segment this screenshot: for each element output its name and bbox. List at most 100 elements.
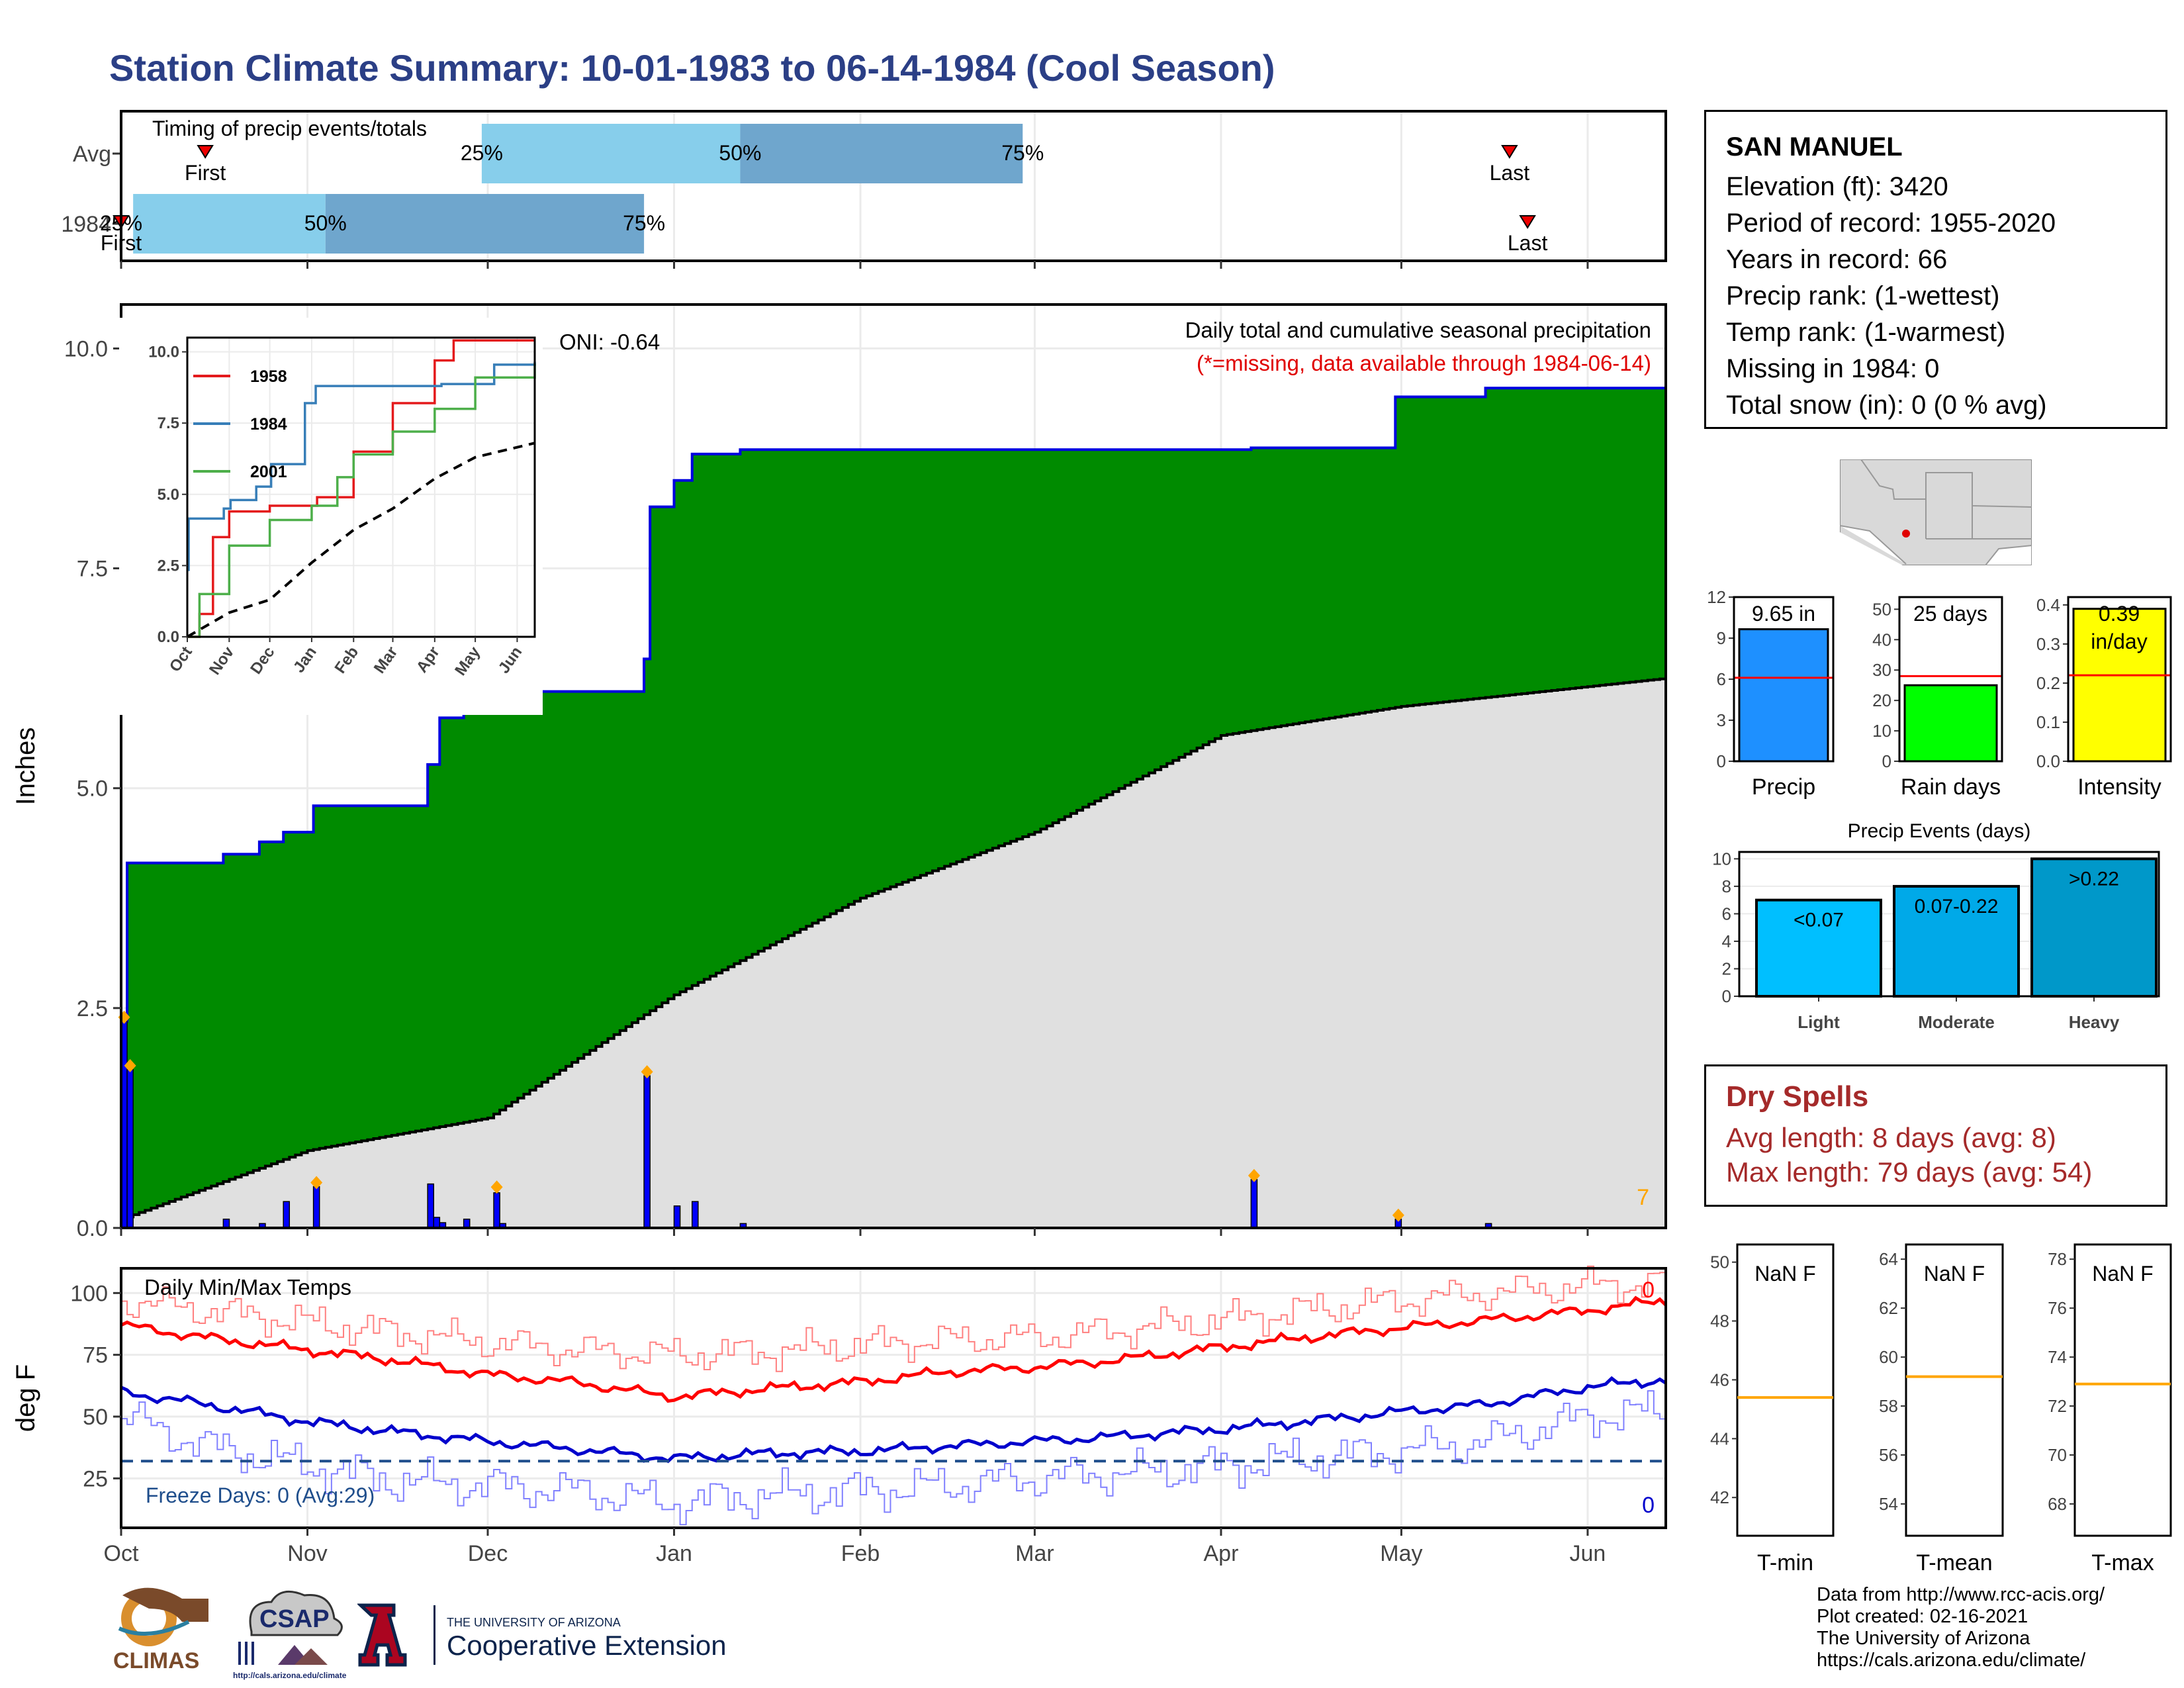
precip-chart: 0.0 2.5 5.0 7.5 10.0 Inches Daily total and cu… [11, 303, 1667, 1241]
precip-marker [490, 1180, 503, 1194]
temp-box-frame [1736, 1243, 1835, 1537]
inset-series-line [187, 339, 535, 638]
events-bar [1755, 898, 1882, 998]
temp-box-ytick-label: 68 [2048, 1494, 2067, 1514]
stat-ytick-label: 3 [1717, 710, 1726, 730]
stat-frame [1898, 596, 2003, 763]
stat-value-bg [1739, 600, 1828, 628]
events-ytick-label: 0 [1722, 986, 1731, 1006]
station-info-line: Years in record: 66 [1726, 245, 1948, 274]
csap-logo-url: http://cals.arizona.edu/climate [233, 1671, 347, 1680]
freeze-days-label: Freeze Days: 0 (Avg:29) [146, 1483, 375, 1507]
temp-box-ytick-label: 78 [2048, 1249, 2067, 1269]
inset-frame [186, 336, 536, 638]
precip-marker [310, 1176, 323, 1190]
station-info-line: Precip rank: (1-wettest) [1726, 281, 2000, 310]
temp-box-ytick-label: 64 [1879, 1249, 1898, 1269]
inset-legend-label: 1958 [250, 367, 287, 386]
timing-last-label: Last [1508, 231, 1548, 255]
events-ytick-label: 2 [1722, 959, 1731, 978]
timing-pct-label: 75% [1001, 141, 1044, 165]
daily-precip-bar [692, 1201, 699, 1229]
inset-series-line [186, 442, 535, 638]
stat-label: Precip [1752, 774, 1815, 800]
stat-value-label: 0.39 in/day [2091, 602, 2147, 653]
timing-first-label: First [185, 161, 226, 185]
timing-row-label: Avg [73, 142, 111, 167]
timing-bar-50-75 [740, 124, 1023, 183]
temps-ytick-label: 100 [70, 1281, 108, 1306]
inset-ytick-label: 2.5 [158, 557, 179, 575]
temps-xtick-label: Mar [1015, 1541, 1054, 1566]
temps-ylabel: deg F [11, 1364, 40, 1432]
events-bar-label: Light [1797, 1012, 1840, 1032]
inset-legend-label: 1984 [250, 415, 287, 434]
station-info-line: Period of record: 1955-2020 [1726, 209, 2056, 238]
events-bar-label: Moderate [1918, 1012, 1995, 1032]
csap-logo-text: CSAP [259, 1605, 330, 1633]
inset-series-line [187, 361, 536, 571]
temp-box-value: NaN F [2092, 1262, 2153, 1286]
stat-ytick-label: 50 [1872, 599, 1891, 619]
daily-precip-bar [433, 1217, 441, 1229]
stat-ytick-label: 0 [1717, 751, 1726, 771]
stat-ytick-label: 0.3 [2036, 634, 2060, 654]
main-frame [120, 303, 1667, 1229]
timing-pct-label: 25% [461, 141, 503, 165]
stat-ytick-label: 20 [1872, 690, 1891, 710]
temps-xtick-label: Jan [656, 1541, 692, 1566]
main-ytick-label: 5.0 [77, 776, 108, 802]
timing-bar-25-50 [481, 124, 741, 183]
stat-value-bg [1905, 600, 1997, 628]
dry-spells-max: Max length: 79 days (avg: 54) [1726, 1156, 2093, 1188]
inset-ytick-label: 5.0 [158, 486, 179, 504]
temps-xtick-label: Nov [287, 1541, 327, 1566]
temps-ytick-label: 25 [83, 1466, 108, 1491]
station-info-line: Elevation (ft): 3420 [1726, 172, 1948, 201]
precip-marker [124, 1058, 136, 1072]
main-ytick-label: 0.0 [77, 1216, 108, 1241]
stat-label: Rain days [1901, 774, 2001, 800]
daily-precip-bar [283, 1201, 291, 1229]
stat-ytick-label: 0.1 [2036, 712, 2060, 732]
events-ytick-label: 8 [1722, 876, 1731, 896]
inset-ytick-label: 7.5 [158, 414, 179, 432]
timing-row-label: 1984 [61, 212, 111, 237]
daily-precip-bar [126, 1069, 134, 1229]
temps-xtick-label: Jun [1570, 1541, 1606, 1566]
precip-events-chart: Precip Events (days) 0 2 4 6 8 10 <0.07 Light 0.0… [1712, 820, 2160, 1032]
temp-box-ytick-label: 70 [2048, 1445, 2067, 1465]
credit-line: Data from http://www.rcc-acis.org/ [1817, 1584, 2105, 1605]
main-chart-title: Daily total and cumulative seasonal prec… [1185, 318, 1651, 342]
temp-box-ytick-label: 76 [2048, 1298, 2067, 1318]
events-bar [2030, 857, 2158, 998]
timing-last-label: Last [1490, 161, 1530, 185]
temp-box-ytick-label: 50 [1710, 1252, 1729, 1272]
timing-title: Timing of precip events/totals [152, 117, 427, 140]
main-chart-subtitle: (*=missing, data available through 1984-… [1197, 351, 1651, 375]
stat-ytick-label: 40 [1872, 630, 1891, 649]
station-info-line: Missing in 1984: 0 [1726, 354, 1940, 383]
station-location-dot [1902, 530, 1910, 538]
temp-series-line [120, 1295, 1667, 1403]
station-info-line: Temp rank: (1-warmest) [1726, 318, 2006, 347]
avg-cumulative-area [121, 678, 1666, 1228]
temp-box-label: T-mean [1916, 1550, 1992, 1575]
inset-ytick-label: 0.0 [158, 628, 179, 646]
temps-title: Daily Min/Max Temps [144, 1275, 351, 1299]
temp-box-ytick-label: 42 [1710, 1487, 1729, 1507]
credit-line: https://cals.arizona.edu/climate/ [1817, 1650, 2086, 1671]
timing-bar-25-50 [133, 194, 326, 254]
corner-count: 7 [1637, 1185, 1649, 1210]
events-ytick-label: 4 [1722, 931, 1731, 951]
stat-ytick-label: 0.2 [2036, 673, 2060, 693]
stat-ytick-label: 0 [1882, 751, 1891, 771]
main-ytick-label: 2.5 [77, 996, 108, 1021]
ua-logo: THE UNIVERSITY OF ARIZONA Cooperative Ex… [357, 1603, 727, 1667]
timing-frame [120, 110, 1667, 262]
daily-precip-bar [1250, 1179, 1258, 1229]
temp-low-count: 0 [1642, 1493, 1655, 1518]
dry-spells-box: Dry Spells Avg length: 8 days (avg: 8) M… [1704, 1064, 2167, 1207]
temp-box-ytick-label: 72 [2048, 1396, 2067, 1416]
credit-line: Plot created: 02-16-2021 [1817, 1606, 2028, 1627]
